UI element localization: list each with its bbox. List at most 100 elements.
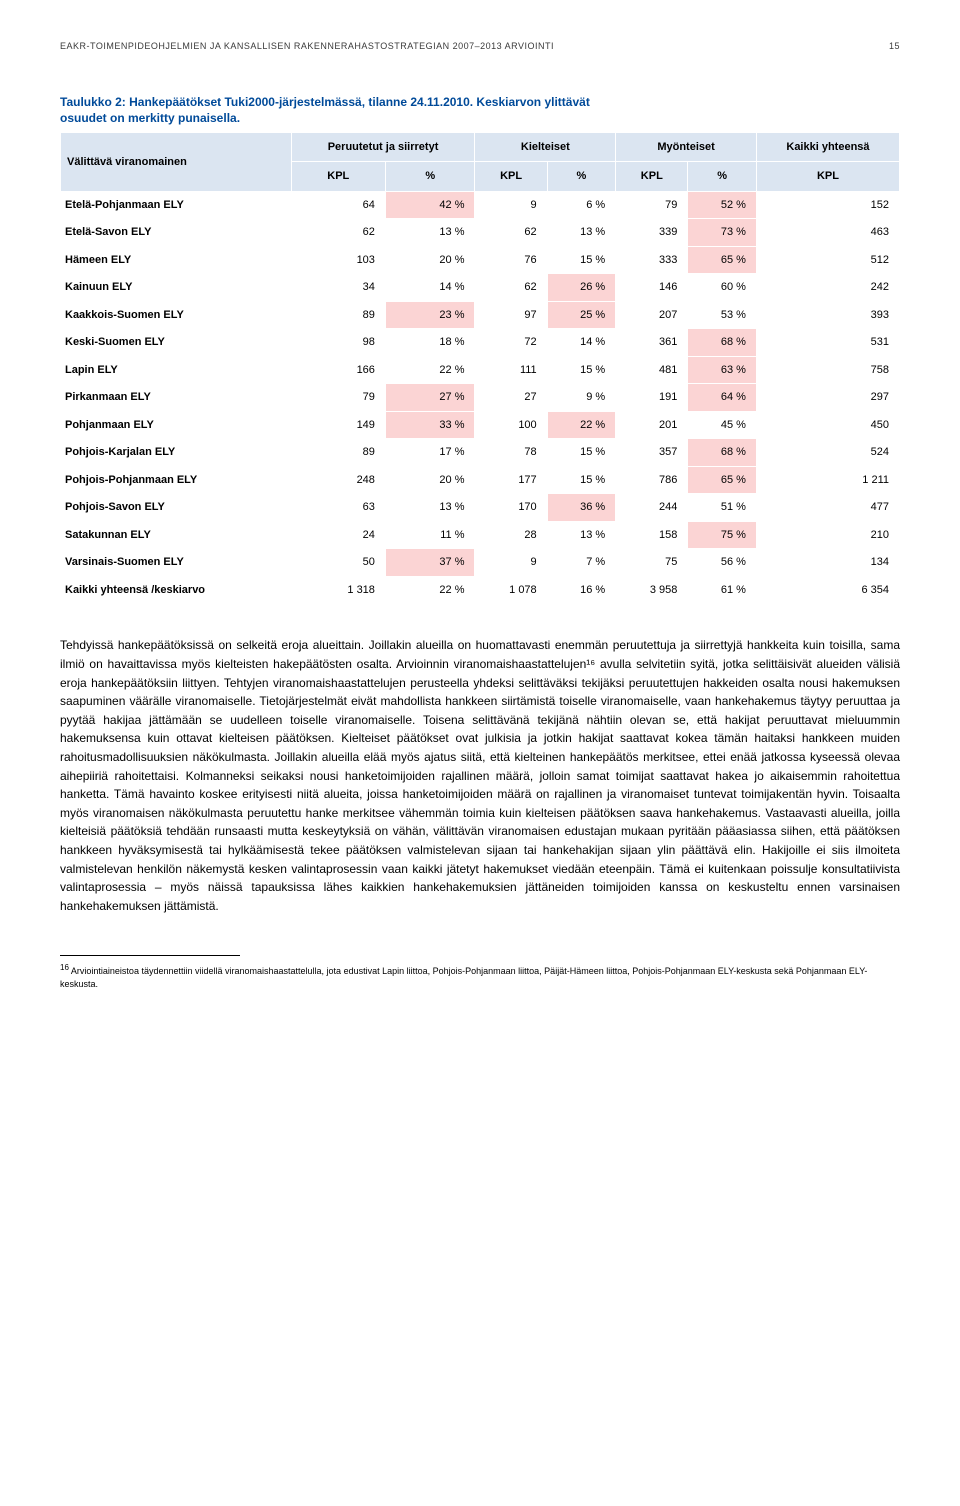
- cell: 242: [756, 274, 899, 302]
- cell: 100: [475, 411, 547, 439]
- cell: 191: [616, 384, 688, 412]
- cell: 13 %: [385, 219, 475, 247]
- cell: 201: [616, 411, 688, 439]
- sub-kpl: KPL: [291, 162, 385, 192]
- cell: 248: [291, 466, 385, 494]
- cell: 11 %: [385, 521, 475, 549]
- row-label: Kaakkois-Suomen ELY: [61, 301, 292, 329]
- cell: 210: [756, 521, 899, 549]
- cell: 9: [475, 549, 547, 577]
- cell: 9 %: [547, 384, 616, 412]
- cell: 297: [756, 384, 899, 412]
- cell: 477: [756, 494, 899, 522]
- cell: 481: [616, 356, 688, 384]
- cell: 6 %: [547, 191, 616, 219]
- cell: 361: [616, 329, 688, 357]
- caption-line1: Taulukko 2: Hankepäätökset Tuki2000-järj…: [60, 95, 590, 109]
- caption-line2: osuudet on merkitty punaisella.: [60, 111, 240, 125]
- cell: 76: [475, 246, 547, 274]
- cell: 524: [756, 439, 899, 467]
- cell: 6 354: [756, 576, 899, 604]
- cell: 531: [756, 329, 899, 357]
- th-rejected: Kielteiset: [475, 132, 616, 162]
- cell: 62: [291, 219, 385, 247]
- decisions-table: Välittävä viranomainen Peruutetut ja sii…: [60, 132, 900, 605]
- row-label: Etelä-Savon ELY: [61, 219, 292, 247]
- cell: 64 %: [688, 384, 757, 412]
- cell: 61 %: [688, 576, 757, 604]
- cell: 52 %: [688, 191, 757, 219]
- cell: 26 %: [547, 274, 616, 302]
- cell: 25 %: [547, 301, 616, 329]
- row-label: Pohjois-Pohjanmaan ELY: [61, 466, 292, 494]
- cell: 79: [291, 384, 385, 412]
- cell: 15 %: [547, 356, 616, 384]
- cell: 15 %: [547, 439, 616, 467]
- cell: 758: [756, 356, 899, 384]
- sub-kpl: KPL: [756, 162, 899, 192]
- cell: 786: [616, 466, 688, 494]
- row-label: Kainuun ELY: [61, 274, 292, 302]
- row-label: Etelä-Pohjanmaan ELY: [61, 191, 292, 219]
- sub-kpl: KPL: [616, 162, 688, 192]
- cell: 1 078: [475, 576, 547, 604]
- cell: 27: [475, 384, 547, 412]
- cell: 65 %: [688, 466, 757, 494]
- cell: 14 %: [547, 329, 616, 357]
- cell: 450: [756, 411, 899, 439]
- th-total: Kaikki yhteensä: [756, 132, 899, 162]
- cell: 98: [291, 329, 385, 357]
- cell: 33 %: [385, 411, 475, 439]
- header-left: EAKR-TOIMENPIDEOHJELMIEN JA KANSALLISEN …: [60, 40, 554, 54]
- cell: 333: [616, 246, 688, 274]
- cell: 79: [616, 191, 688, 219]
- cell: 357: [616, 439, 688, 467]
- cell: 45 %: [688, 411, 757, 439]
- cell: 42 %: [385, 191, 475, 219]
- row-label: Pohjois-Savon ELY: [61, 494, 292, 522]
- sub-kpl: KPL: [475, 162, 547, 192]
- cell: 1 318: [291, 576, 385, 604]
- cell: 339: [616, 219, 688, 247]
- cell: 51 %: [688, 494, 757, 522]
- cell: 65 %: [688, 246, 757, 274]
- cell: 16 %: [547, 576, 616, 604]
- th-approved: Myönteiset: [616, 132, 757, 162]
- cell: 23 %: [385, 301, 475, 329]
- cell: 68 %: [688, 439, 757, 467]
- cell: 18 %: [385, 329, 475, 357]
- page-header: EAKR-TOIMENPIDEOHJELMIEN JA KANSALLISEN …: [60, 40, 900, 54]
- cell: 50: [291, 549, 385, 577]
- cell: 34: [291, 274, 385, 302]
- cell: 1 211: [756, 466, 899, 494]
- sub-pct: %: [547, 162, 616, 192]
- row-label: Hämeen ELY: [61, 246, 292, 274]
- cell: 75 %: [688, 521, 757, 549]
- cell: 89: [291, 301, 385, 329]
- footnote-num: 16: [60, 963, 69, 972]
- cell: 17 %: [385, 439, 475, 467]
- cell: 15 %: [547, 466, 616, 494]
- cell: 75: [616, 549, 688, 577]
- cell: 27 %: [385, 384, 475, 412]
- cell: 393: [756, 301, 899, 329]
- cell: 103: [291, 246, 385, 274]
- header-pagenum: 15: [889, 40, 900, 54]
- row-label: Kaikki yhteensä /keskiarvo: [61, 576, 292, 604]
- cell: 177: [475, 466, 547, 494]
- sub-pct: %: [385, 162, 475, 192]
- cell: 73 %: [688, 219, 757, 247]
- cell: 22 %: [385, 576, 475, 604]
- sub-pct: %: [688, 162, 757, 192]
- cell: 24: [291, 521, 385, 549]
- cell: 63: [291, 494, 385, 522]
- cell: 166: [291, 356, 385, 384]
- cell: 63 %: [688, 356, 757, 384]
- cell: 13 %: [547, 219, 616, 247]
- table-caption: Taulukko 2: Hankepäätökset Tuki2000-järj…: [60, 94, 900, 126]
- cell: 14 %: [385, 274, 475, 302]
- row-label: Keski-Suomen ELY: [61, 329, 292, 357]
- cell: 62: [475, 274, 547, 302]
- cell: 244: [616, 494, 688, 522]
- cell: 28: [475, 521, 547, 549]
